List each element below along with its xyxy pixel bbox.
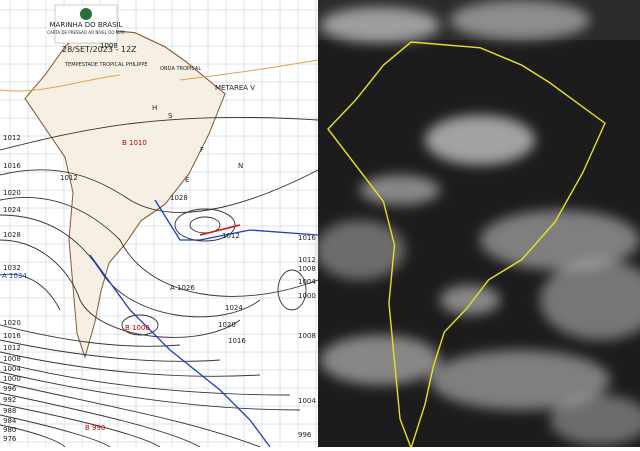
area: S [168,112,173,120]
area: N [238,162,243,170]
satellite-image [315,0,640,450]
isobar-label: 1020 [3,189,21,197]
isobar-label: 1016 [3,162,21,170]
isobar-label: 1000 [298,292,316,300]
isobar-label: 1028 [170,194,188,202]
org: MARINHA DO BRASIL [50,21,123,29]
isobar-label: 1016 [228,337,246,345]
pressure-chart: MARINHA DO BRASIL CARTA DE PRESSÃO AO NÍ… [0,0,319,448]
isobar-label: 996 [3,385,17,393]
isobar-label: 1020 [3,319,21,327]
isobar-label: 1012 [60,174,78,182]
high: A 1026 [170,284,195,292]
isobar-label: 1020 [218,321,236,329]
low3: B 990 [85,424,105,432]
isobar-label: 980 [3,426,16,434]
isobar-label: 1012 [222,232,240,240]
isobar-label: 1012 [298,256,316,264]
isobar-label: 996 [298,431,312,439]
wave: ONDA TROPICAL [160,66,201,72]
isobar-label: 1012 [3,134,21,142]
high2: A 1034 [2,272,27,280]
area: F [200,146,204,154]
isobar-label: 1004 [298,397,316,405]
isobar-label: 1008 [3,355,21,363]
storm: TEMPESTADE TROPICAL PHILIPPE [64,62,148,68]
isobar-label: 992 [3,396,16,404]
isobar-label: 976 [3,435,17,443]
isobar-label: 1024 [3,206,21,214]
isobar-label: 1016 [3,332,21,340]
isobar-label: 1012 [3,344,21,352]
isobar-label: 1024 [225,304,243,312]
date: 28/SET/2023 - 12Z [62,45,137,54]
isobar-label: 984 [3,417,17,425]
low: B 1010 [122,139,147,147]
isobar-label: 988 [3,407,16,415]
isobar-label: 1032 [3,264,21,272]
metarea: METAREA V [215,84,255,92]
isobar-label: 1028 [3,231,21,239]
isobar-label: 1000 [3,375,21,383]
isobar-label: 1004 [298,278,316,286]
area: E [185,176,189,184]
isobar-label: 1004 [3,365,21,373]
isobar-label: 1008 [298,265,316,273]
chart-title: CARTA DE PRESSÃO AO NÍVEL DO MAR [47,30,125,35]
area: H [152,104,157,112]
isobar-label: 1008 [100,42,118,50]
isobar-label: 1008 [298,332,316,340]
low2: B 1006 [125,324,150,332]
isobar-label: 1016 [298,234,316,242]
